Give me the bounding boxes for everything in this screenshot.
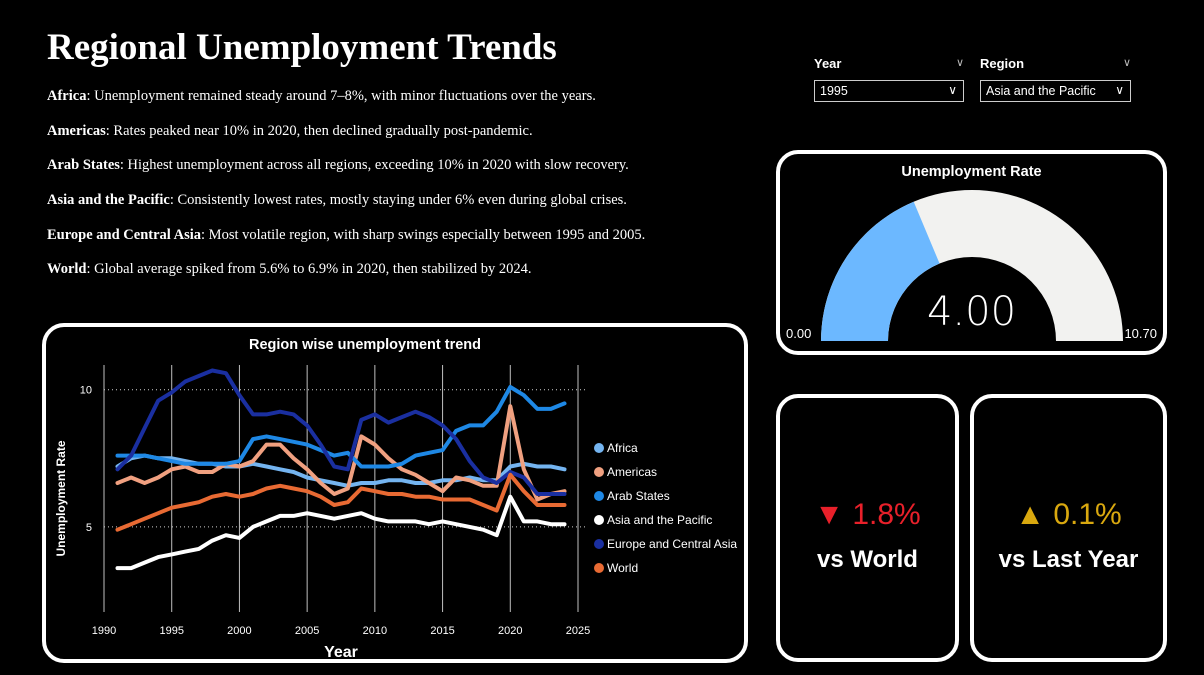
trend-line-chart: 1990 1995 2000 2005 2010 2015 2020 2025 5 10 Year U… [54,365,737,659]
summary-text: : Unemployment remained steady around 7–… [86,88,596,104]
summary-text: : Consistently lowest rates, mostly stay… [169,192,627,209]
summary-text: : Highest unemployment across all region… [119,157,629,174]
x-tick-label: 2020 [498,625,522,637]
x-tick-label: 1990 [92,625,116,637]
summary-africa: Africa: Unemployment remained steady aro… [47,88,747,123]
up-arrow-icon: ▲ [1015,498,1045,531]
kpi-vs-world-delta: ▼ 1.8% [780,498,955,532]
kpi-vs-last-year-value: 0.1% [1053,498,1122,531]
legend-label: Arab States [607,489,670,503]
year-dropdown[interactable]: 1995 ∨ [814,80,964,102]
gauge-title: Unemployment Rate [901,164,1042,180]
kpi-vs-last-year-card: ▲ 0.1% vs Last Year [970,394,1167,662]
gauge-card: Unemployment Rate 4.00 0.00 10.70 [776,150,1167,355]
legend-marker [594,443,604,453]
gauge-min-label: 0.00 [786,326,812,341]
page-title: Regional Unemployment Trends [47,27,557,68]
gauge-max-label: 10.70 [1124,326,1157,341]
summary-world: World: Global average spiked from 5.6% t… [47,261,747,296]
summary-text: : Rates peaked near 10% in 2020, then de… [105,122,533,139]
chevron-down-icon: ∨ [1115,83,1124,97]
trend-chart-card: Region wise unemployment trend 1990 1995 2… [42,323,748,663]
gauge-value: 4.00 [926,289,1017,335]
gauge-chart [821,190,1123,341]
summary-asia-pacific: Asia and the Pacific: Consistently lowes… [47,192,747,227]
kpi-vs-last-year-delta: ▲ 0.1% [974,498,1163,532]
kpi-vs-world-card: ▼ 1.8% vs World [776,394,959,662]
summary-region: Africa [47,88,87,104]
year-slicer-label: Year ∨ [814,56,964,74]
y-tick-label: 10 [80,385,92,397]
kpi-vs-world-value: 1.8% [852,498,921,531]
summary-region: Europe and Central Asia [47,226,202,243]
series-line-americas [115,404,567,502]
year-slicer-title: Year [814,56,842,71]
series-line-europe-and-central-asia [115,368,567,496]
summary-text: : Global average spiked from 5.6% to 6.9… [86,261,532,278]
chart-title: Region wise unemployment trend [248,337,482,353]
legend-marker [594,563,604,573]
region-dropdown-value: Asia and the Pacific [986,84,1096,98]
x-tick-label: 2000 [227,625,251,637]
summary-region: Americas [47,122,106,139]
x-axis-title: Year [324,644,358,659]
legend-label: Asia and the Pacific [607,513,712,527]
x-tick-label: 2005 [295,625,319,637]
summary-region: World [47,261,87,278]
summary-list: Africa: Unemployment remained steady aro… [47,88,747,296]
legend-marker [594,467,604,477]
region-slicer-title: Region [980,56,1025,71]
summary-europe-central-asia: Europe and Central Asia: Most volatile r… [47,227,747,262]
region-slicer-label: Region ∨ [980,56,1131,74]
summary-americas: Americas: Rates peaked near 10% in 2020,… [47,123,747,158]
series-line-arab-states [115,385,567,469]
legend-label: Europe and Central Asia [607,537,737,551]
legend-label: Africa [607,441,638,455]
region-dropdown[interactable]: Asia and the Pacific ∨ [980,80,1131,102]
legend-marker [594,539,604,549]
chevron-down-icon: ∨ [948,83,957,97]
kpi-vs-last-year-label: vs Last Year [998,546,1139,573]
chevron-down-icon[interactable]: ∨ [1122,57,1131,69]
legend-label: Americas [607,465,657,479]
x-tick-label: 2025 [566,625,590,637]
legend-label: World [607,561,638,575]
summary-arab-states: Arab States: Highest unemployment across… [47,157,747,192]
kpi-vs-world-label: vs World [817,546,918,573]
x-tick-label: 2010 [363,625,387,637]
y-axis-title: Unemployment Rate [54,440,68,556]
series-line-world [115,472,567,532]
x-tick-label: 1995 [159,625,183,637]
legend-marker [594,491,604,501]
year-dropdown-value: 1995 [820,84,848,98]
year-slicer: Year ∨ 1995 ∨ [814,56,964,102]
summary-region: Arab States [47,157,120,174]
summary-region: Asia and the Pacific [47,192,170,209]
y-tick-label: 5 [86,522,92,534]
summary-text: : Most volatile region, with sharp swing… [201,226,646,243]
legend-marker [594,515,604,525]
chevron-down-icon[interactable]: ∨ [955,57,964,69]
x-tick-label: 2015 [430,625,454,637]
down-arrow-icon: ▼ [814,498,844,531]
region-slicer: Region ∨ Asia and the Pacific ∨ [980,56,1131,102]
series-line-asia-and-the-pacific [115,494,567,571]
gauge-fill [821,201,940,341]
